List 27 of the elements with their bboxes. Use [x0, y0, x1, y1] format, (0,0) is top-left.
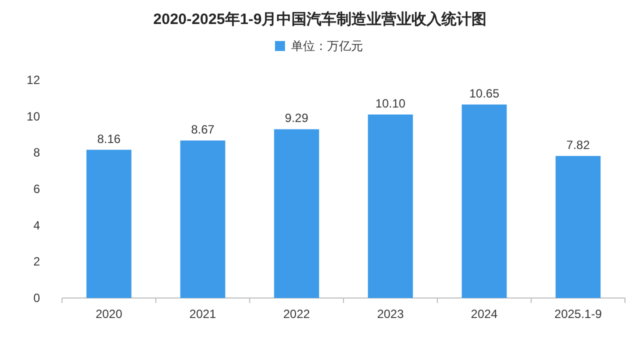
- data-label: 8.16: [97, 132, 121, 146]
- bar: [462, 104, 507, 298]
- bar: [556, 156, 601, 298]
- data-label: 9.29: [284, 111, 309, 126]
- y-tick-label: 10: [26, 109, 40, 124]
- chart-title: 2020-2025年1-9月中国汽车制造业营业收入统计图: [153, 10, 487, 28]
- x-tick-label: 2022: [283, 307, 310, 321]
- bar: [180, 140, 226, 298]
- x-tick-label: 2024: [470, 307, 498, 321]
- bar: [86, 150, 132, 298]
- y-tick-label: 6: [33, 182, 40, 196]
- x-tick-label: 2025.1-9: [554, 307, 602, 321]
- x-tick-label: 2020: [96, 307, 123, 321]
- y-tick-label: 0: [33, 291, 40, 305]
- bar: [368, 114, 413, 298]
- y-tick-label: 2: [33, 254, 40, 269]
- data-label: 10.65: [469, 86, 500, 101]
- bar: [274, 129, 320, 298]
- data-label: 8.67: [191, 122, 215, 136]
- y-tick-label: 12: [26, 73, 40, 87]
- legend-label: 单位：万亿元: [291, 39, 363, 53]
- data-label: 7.82: [566, 138, 590, 152]
- x-tick-label: 2023: [377, 307, 404, 321]
- data-label: 10.10: [375, 96, 406, 111]
- y-tick-label: 4: [33, 218, 40, 232]
- y-tick-label: 8: [33, 146, 40, 160]
- x-tick-label: 2021: [189, 307, 216, 321]
